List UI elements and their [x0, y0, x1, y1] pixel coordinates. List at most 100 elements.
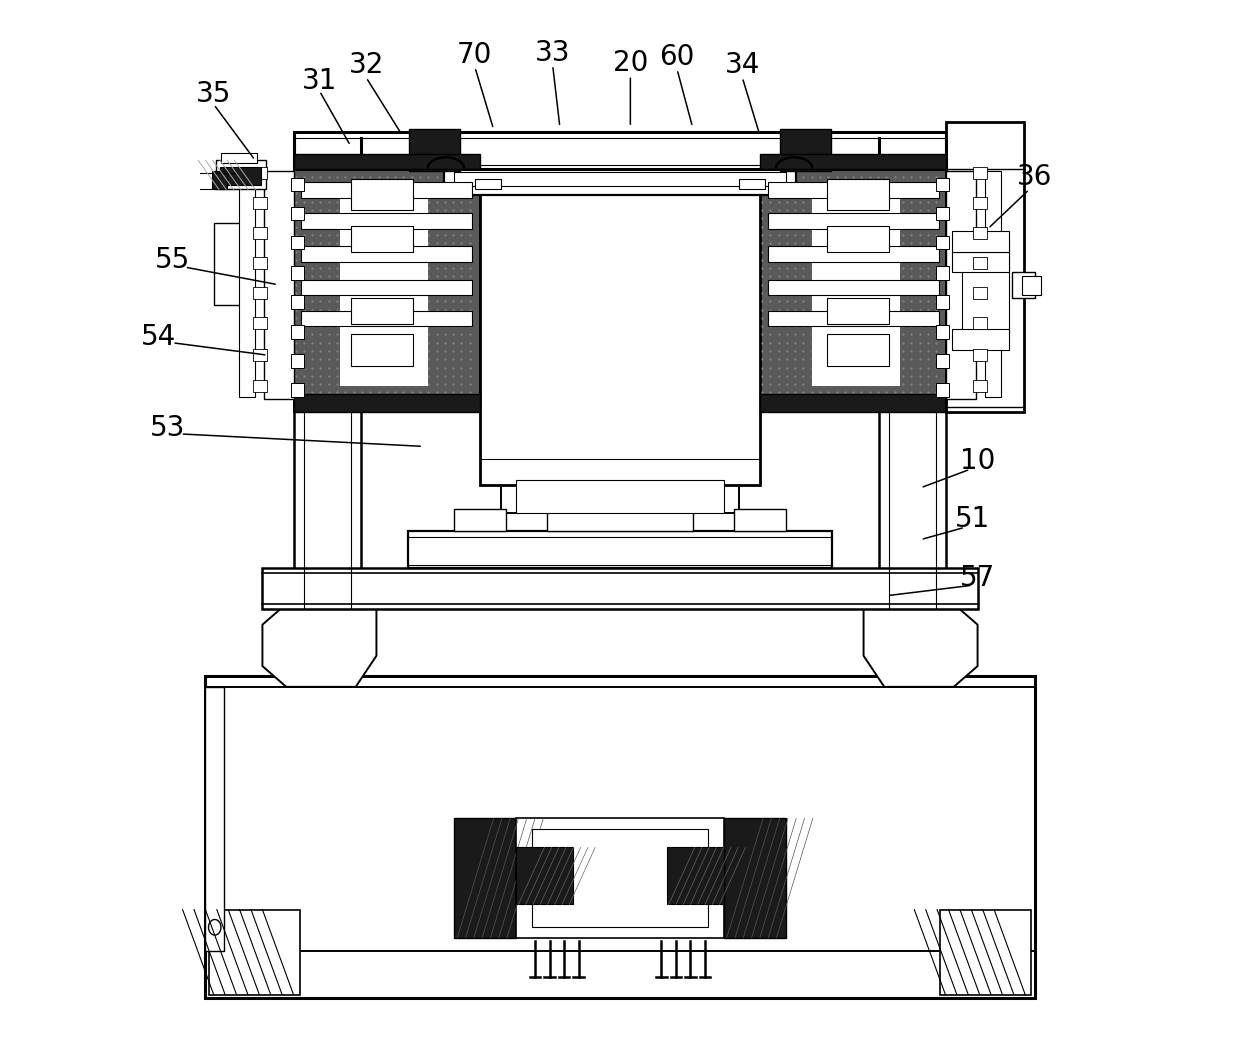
Bar — [734, 508, 786, 531]
Bar — [936, 325, 949, 339]
Text: 32: 32 — [348, 51, 383, 79]
Bar — [547, 508, 693, 531]
Bar — [294, 394, 480, 413]
Bar — [291, 354, 304, 368]
Bar — [301, 182, 471, 198]
Bar — [253, 256, 267, 269]
Bar — [216, 160, 265, 190]
Bar — [516, 818, 724, 938]
Bar — [769, 246, 939, 262]
Bar — [454, 508, 506, 531]
Bar — [936, 266, 949, 279]
Bar — [769, 279, 939, 295]
Bar — [667, 847, 724, 904]
Bar — [940, 910, 1032, 995]
Bar — [291, 383, 304, 397]
Bar — [516, 479, 724, 513]
Bar — [206, 687, 224, 951]
Text: 70: 70 — [458, 41, 492, 69]
Bar — [294, 132, 946, 169]
Bar — [408, 531, 832, 568]
Bar — [827, 226, 889, 251]
Bar — [454, 172, 786, 187]
Bar — [221, 153, 257, 164]
Bar — [444, 166, 796, 195]
Bar — [946, 122, 1024, 413]
Bar — [973, 256, 987, 269]
Bar — [827, 179, 889, 210]
Polygon shape — [263, 604, 377, 687]
Bar — [206, 676, 1034, 998]
Bar — [291, 325, 304, 339]
Bar — [454, 818, 516, 938]
Bar — [340, 190, 428, 387]
Bar — [263, 568, 977, 610]
Bar — [253, 167, 267, 179]
Bar — [879, 143, 946, 610]
Bar — [294, 154, 480, 169]
Bar — [760, 394, 946, 413]
Text: 20: 20 — [613, 49, 649, 77]
Text: 54: 54 — [141, 323, 176, 350]
Bar — [301, 311, 471, 326]
Bar — [213, 223, 239, 305]
Bar — [769, 311, 939, 326]
Bar — [291, 235, 304, 249]
Bar — [973, 287, 987, 299]
Text: 57: 57 — [960, 564, 996, 592]
Bar — [301, 214, 471, 229]
Bar — [973, 317, 987, 329]
Bar — [973, 197, 987, 209]
Bar — [532, 828, 708, 927]
Bar — [294, 143, 361, 610]
Bar — [973, 227, 987, 239]
Bar — [212, 171, 227, 190]
Text: 35: 35 — [196, 80, 232, 108]
Bar — [480, 190, 760, 485]
Bar — [351, 334, 413, 366]
Bar — [1012, 272, 1034, 298]
Bar — [1022, 276, 1040, 295]
Bar — [475, 179, 501, 190]
Bar — [291, 266, 304, 279]
Text: 60: 60 — [660, 43, 694, 71]
Bar — [291, 207, 304, 221]
Bar — [780, 129, 832, 171]
Bar — [936, 354, 949, 368]
Bar — [769, 214, 939, 229]
Text: 53: 53 — [149, 414, 185, 442]
Bar — [951, 329, 1008, 350]
Bar — [408, 129, 460, 171]
Bar — [827, 334, 889, 366]
Bar — [812, 190, 900, 387]
Bar — [351, 226, 413, 251]
Bar — [973, 380, 987, 393]
Bar — [827, 298, 889, 324]
Bar — [301, 246, 471, 262]
Bar — [264, 171, 294, 399]
Bar — [301, 279, 471, 295]
Bar — [238, 171, 255, 397]
Bar — [936, 383, 949, 397]
Bar — [951, 230, 1008, 251]
Text: 55: 55 — [155, 246, 190, 274]
Bar — [219, 167, 262, 185]
Bar — [294, 164, 480, 413]
Bar — [936, 207, 949, 221]
Bar — [962, 241, 1008, 334]
Bar — [501, 479, 739, 513]
Text: 36: 36 — [1017, 163, 1053, 191]
Bar — [973, 167, 987, 179]
Bar — [253, 349, 267, 362]
Text: 51: 51 — [955, 505, 990, 532]
Bar — [985, 171, 1002, 397]
Bar — [951, 251, 1008, 272]
Bar — [253, 227, 267, 239]
Bar — [253, 380, 267, 393]
Bar — [936, 295, 949, 308]
Bar — [253, 317, 267, 329]
Text: 34: 34 — [724, 51, 760, 79]
Text: 33: 33 — [534, 39, 570, 67]
Bar — [351, 179, 413, 210]
Bar — [291, 295, 304, 308]
